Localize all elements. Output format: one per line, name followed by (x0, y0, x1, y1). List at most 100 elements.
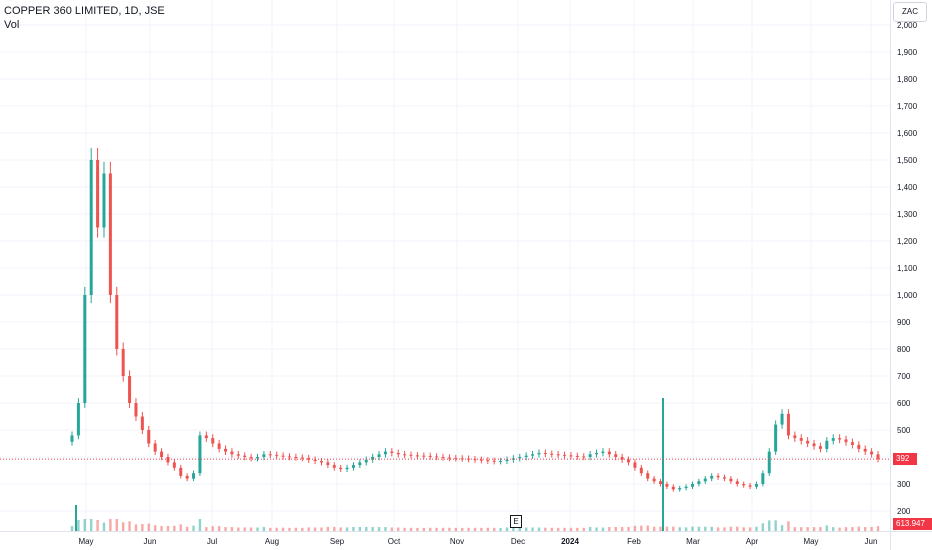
candle-body (76, 403, 80, 436)
volume-bar (160, 526, 163, 531)
volume-bar (422, 527, 426, 531)
x-tick-label: Feb (627, 537, 641, 546)
volume-bar (512, 527, 515, 531)
x-tick-label: Dec (511, 537, 525, 546)
y-tick-label: 1,300 (897, 210, 918, 219)
volume-bar (153, 525, 157, 531)
candle-body (876, 454, 880, 460)
volume-bar (678, 527, 681, 531)
candle-body (722, 477, 726, 479)
volume-bar (77, 520, 80, 531)
volume-bar (333, 526, 336, 531)
y-tick-label: 1,600 (897, 129, 918, 138)
candle-body (639, 467, 643, 474)
candle-body (166, 457, 170, 463)
y-tick-label: 800 (897, 345, 911, 354)
candle-body (422, 455, 426, 457)
candle-body (627, 459, 631, 463)
y-tick-label: 1,400 (897, 183, 918, 192)
x-tick-label: Jun (144, 537, 157, 546)
candle-body (332, 465, 336, 468)
volume-bar (499, 527, 502, 531)
x-tick-label: Jun (865, 537, 878, 546)
volume-bar (729, 526, 733, 531)
candle-body (799, 438, 803, 441)
volume-bar (608, 527, 611, 531)
volume-bar (755, 526, 758, 531)
volume-bar (864, 527, 867, 531)
volume-bar (665, 526, 669, 531)
volume-bar (147, 523, 150, 531)
candle-body (595, 452, 599, 455)
candle-body (409, 454, 413, 456)
candle-body (767, 451, 771, 474)
candle-body (249, 457, 253, 459)
candle-body (358, 462, 362, 466)
currency-button[interactable]: ZAC (893, 2, 927, 22)
volume-bar (288, 527, 291, 531)
candle-body (294, 457, 298, 458)
chart-grid (0, 0, 890, 531)
candle-body (863, 448, 867, 452)
candle-body (396, 452, 400, 455)
candle-body (633, 462, 637, 468)
volume-bar (185, 526, 189, 531)
candle-body (479, 459, 483, 461)
volume-bar (365, 526, 368, 531)
candle-body (780, 413, 784, 425)
symbol-title[interactable]: COPPER 360 LIMITED, 1D, JSE (4, 5, 165, 17)
volume-label[interactable]: Vol (4, 19, 20, 31)
candle-body (287, 456, 291, 458)
candle-body (345, 467, 349, 470)
volume-bar (627, 526, 630, 531)
y-tick-label: 600 (897, 399, 911, 408)
volume-bar (550, 527, 553, 531)
x-tick-label: Sep (330, 537, 345, 546)
volume-bar (371, 527, 374, 531)
volume-bar (275, 527, 278, 531)
candle-body (607, 451, 611, 455)
chart-header: COPPER 360 LIMITED, 1D, JSE Vol (4, 4, 165, 32)
candle-body (818, 446, 822, 449)
volume-bar (691, 526, 694, 531)
volume-bar (640, 525, 643, 531)
volume-bar (198, 519, 202, 531)
volume-bar (748, 527, 752, 531)
candle-body (185, 475, 189, 479)
volume-bar (397, 527, 400, 531)
volume-bar (742, 527, 745, 531)
earnings-marker[interactable]: E (510, 515, 522, 528)
volume-bar (563, 527, 566, 531)
candle-body (690, 484, 694, 487)
x-tick-label: May (78, 537, 93, 546)
candle-body (703, 478, 707, 482)
candle-body (729, 478, 733, 482)
volume-bar (313, 527, 317, 531)
volume-bar (544, 527, 547, 531)
volume-bar (800, 527, 803, 531)
candle-body (678, 488, 682, 490)
candle-body (537, 452, 541, 455)
volume-bar (429, 527, 432, 531)
candle-body (524, 455, 528, 457)
volume-bar (390, 527, 394, 531)
candle-body (383, 451, 387, 455)
volume-bar (870, 527, 873, 531)
candle-body (115, 295, 119, 349)
candle-body (134, 403, 138, 417)
volume-bar (326, 526, 330, 531)
volume-bar (684, 527, 688, 531)
candle-body (211, 438, 215, 444)
candle-body (492, 460, 496, 462)
volume-bar (697, 526, 701, 531)
volume-bar (70, 526, 74, 531)
candle-body (121, 349, 125, 376)
volume-bar (633, 525, 637, 531)
volume-bar (237, 527, 240, 531)
volume-bar (230, 527, 234, 531)
candle-body (268, 454, 272, 456)
volume-bar (704, 526, 707, 531)
volume-bar (384, 527, 387, 531)
volume-bar (179, 524, 182, 531)
